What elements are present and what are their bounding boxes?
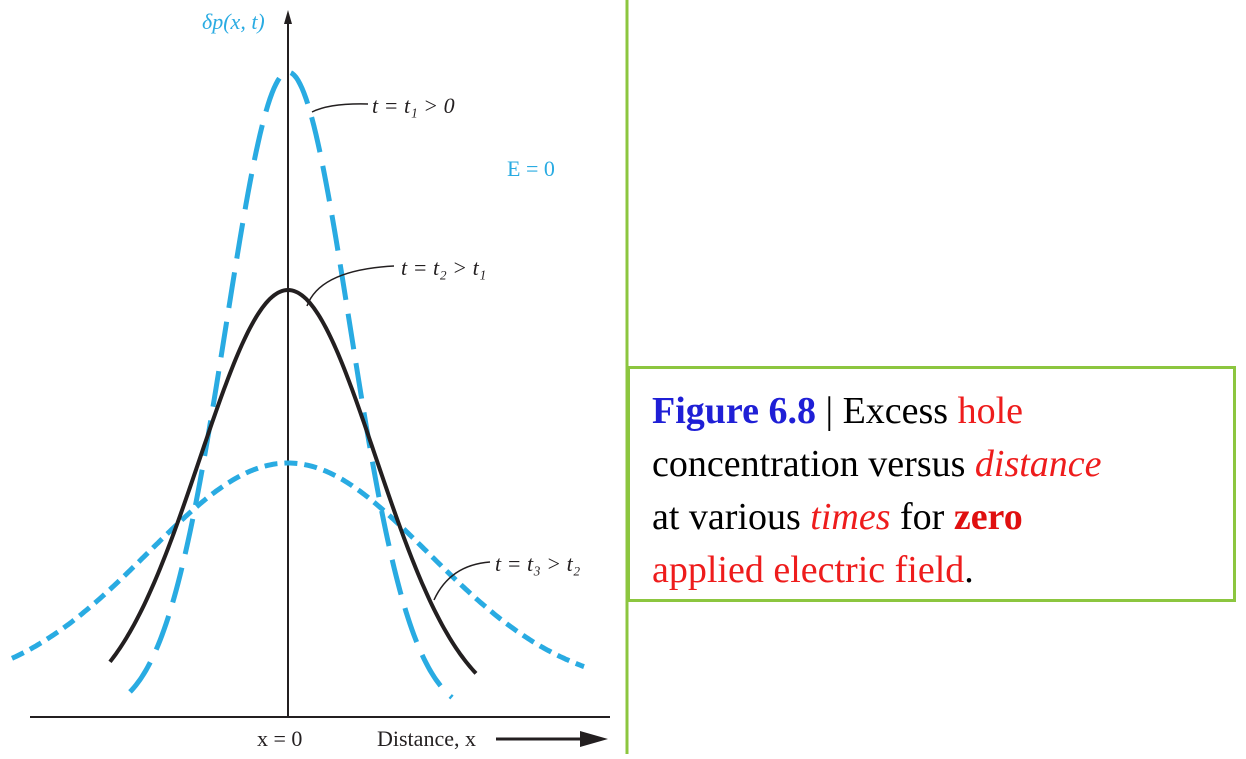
field-label: E = 0 [507,156,555,181]
curve-t2 [108,287,478,675]
caption-separator: | [815,390,843,432]
distance-arrowhead [580,731,608,747]
leader-t2 [306,265,395,307]
caption-text-4: for [890,496,954,538]
y-axis-label: δp(x, t) [202,9,265,34]
caption-applied-field: applied electric field [652,549,965,591]
caption-hole: hole [957,390,1024,432]
caption-period: . [964,549,974,591]
caption-distance: distance [974,443,1102,485]
curve-t2-label: t = t₂ > t₁ [401,255,486,280]
origin-label: x = 0 [257,726,302,751]
curve-t1-label: t = t₁ > 0 [372,93,455,118]
curve-t3-label: t = t₃ > t₂ [495,551,581,576]
y-axis-arrowhead [284,10,292,24]
caption-times: times [810,496,891,538]
curve-t1 [128,69,454,700]
caption-box: Figure 6.8 | Excess hole concentration v… [627,366,1236,602]
caption-zero: zero [953,496,1023,538]
caption-text-1: Excess [842,390,958,432]
leader-t1 [311,103,369,113]
caption-text-3: at various [652,496,811,538]
leader-t3 [433,561,491,601]
x-axis-label: Distance, x [377,726,476,751]
caption-text-2: concentration versus [652,443,975,485]
figure-number: Figure 6.8 [652,390,816,432]
